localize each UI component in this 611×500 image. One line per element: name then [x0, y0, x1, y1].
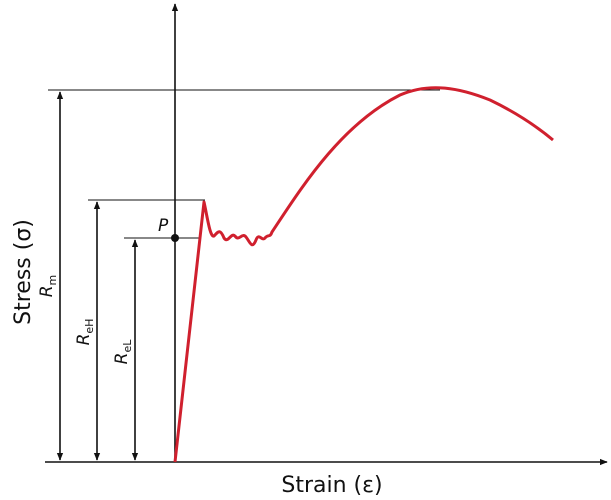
- point-label: P: [158, 216, 169, 236]
- y-axis-label: Stress (σ): [11, 219, 36, 325]
- rm-main: R: [37, 285, 57, 297]
- rel-main: R: [112, 353, 132, 365]
- reh-main: R: [74, 334, 94, 346]
- stress-strain-curve: [173, 86, 554, 463]
- rel-label: ReL: [112, 339, 134, 365]
- reh-label: ReH: [74, 319, 96, 346]
- rm-label: Rm: [37, 275, 59, 298]
- x-axis-label: Strain (ε): [281, 473, 382, 498]
- rm-sub: m: [46, 275, 59, 286]
- reh-sub: eH: [83, 319, 96, 334]
- point-p: [171, 234, 179, 242]
- rel-sub: eL: [121, 339, 134, 353]
